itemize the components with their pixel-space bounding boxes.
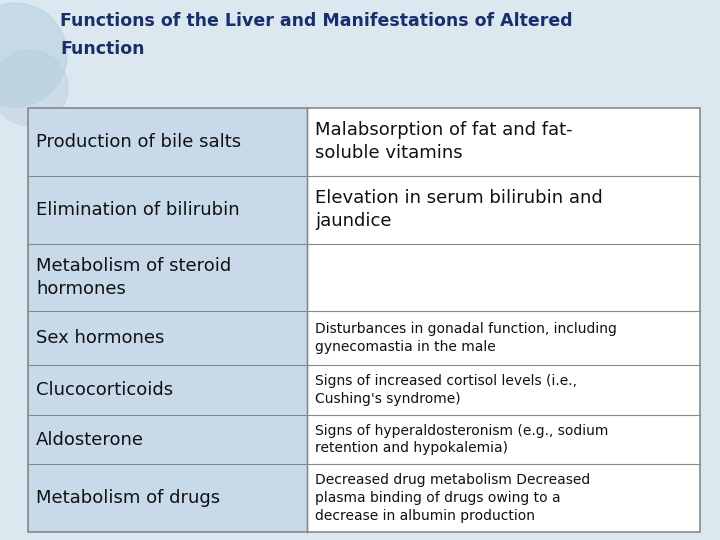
Text: Aldosterone: Aldosterone [36,430,144,449]
Text: Functions of the Liver and Manifestations of Altered: Functions of the Liver and Manifestation… [60,12,572,30]
Text: Production of bile salts: Production of bile salts [36,133,241,151]
Circle shape [0,50,68,126]
Text: Elevation in serum bilirubin and
jaundice: Elevation in serum bilirubin and jaundic… [315,189,603,230]
Text: Decreased drug metabolism Decreased
plasma binding of drugs owing to a
decrease : Decreased drug metabolism Decreased plas… [315,473,590,523]
Text: Signs of increased cortisol levels (i.e.,
Cushing's syndrome): Signs of increased cortisol levels (i.e.… [315,374,577,406]
Text: Disturbances in gonadal function, including
gynecomastia in the male: Disturbances in gonadal function, includ… [315,322,617,354]
Text: Metabolism of drugs: Metabolism of drugs [36,489,220,507]
Circle shape [0,3,67,107]
Text: Malabsorption of fat and fat-
soluble vitamins: Malabsorption of fat and fat- soluble vi… [315,122,572,163]
Bar [28,108,700,532]
Text: Function: Function [60,40,145,58]
Bar [307,108,700,532]
Text: Signs of hyperaldosteronism (e.g., sodium
retention and hypokalemia): Signs of hyperaldosteronism (e.g., sodiu… [315,423,608,455]
Text: Metabolism of steroid
hormones: Metabolism of steroid hormones [36,257,231,298]
Bar [28,108,307,532]
Text: Clucocorticoids: Clucocorticoids [36,381,173,399]
Text: Sex hormones: Sex hormones [36,329,164,347]
Text: Elimination of bilirubin: Elimination of bilirubin [36,201,240,219]
